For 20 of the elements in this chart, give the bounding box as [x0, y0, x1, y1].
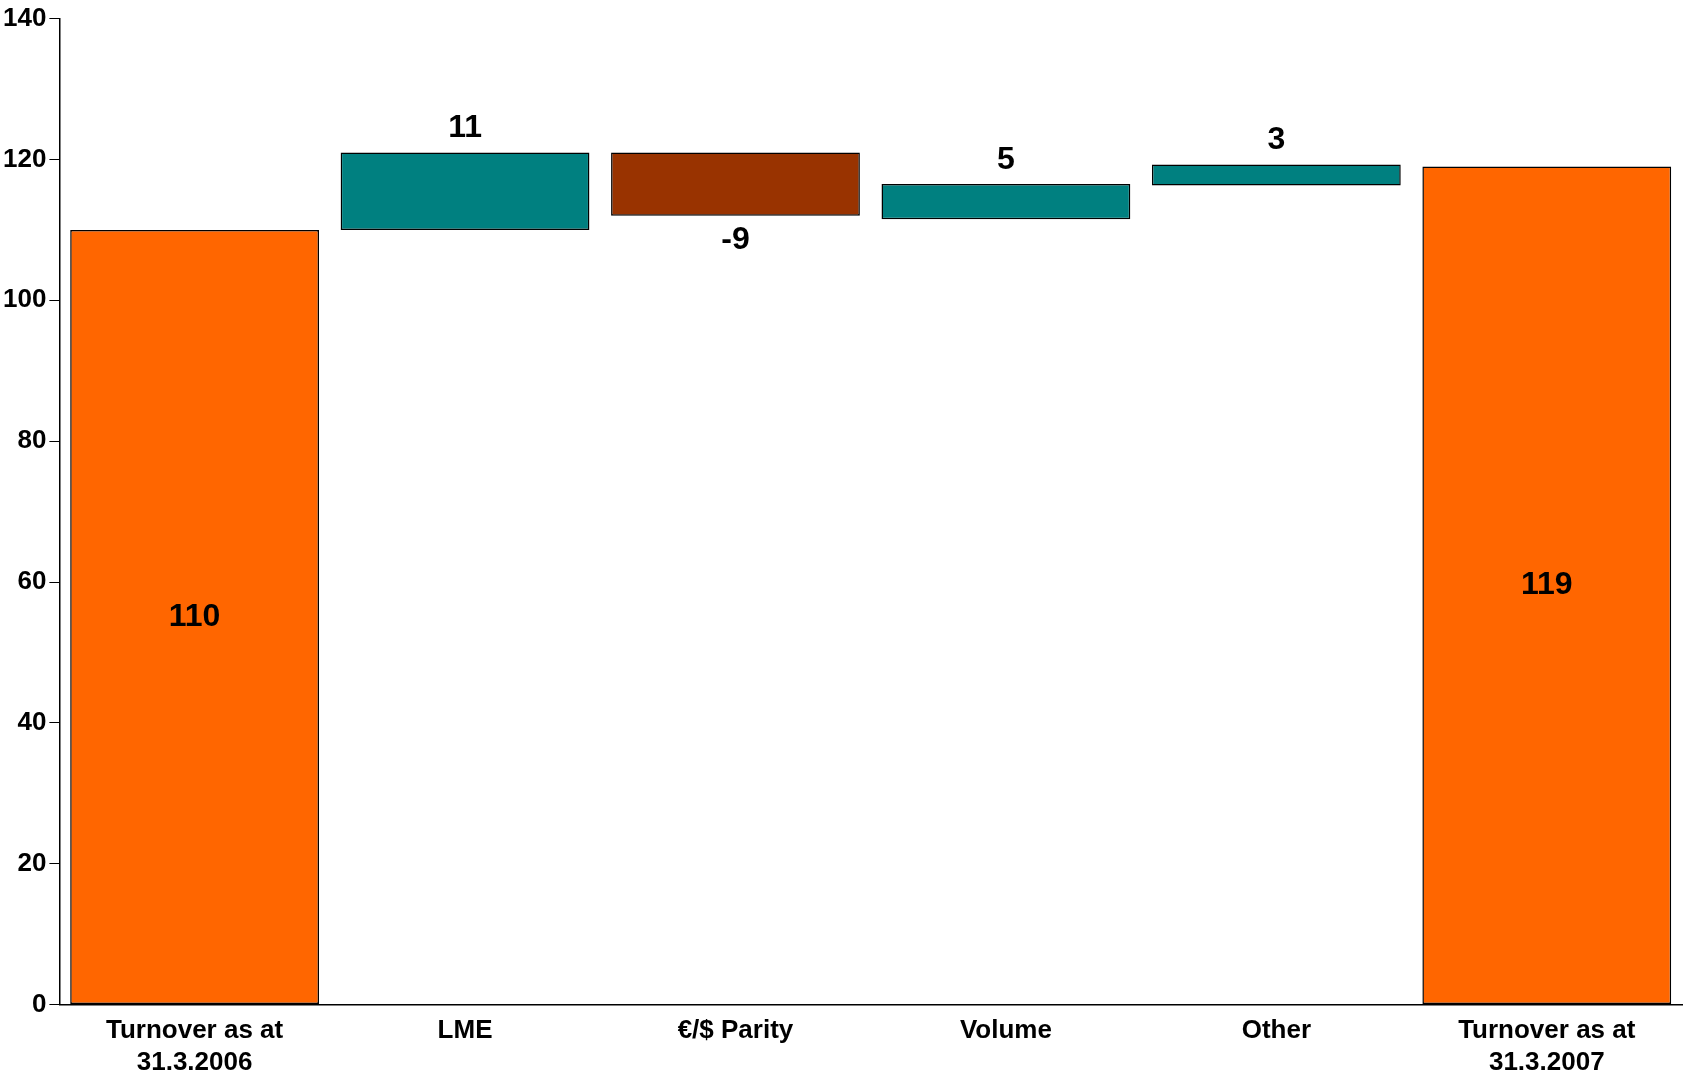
y-tick-label: 80: [17, 424, 47, 455]
x-tick-label: €/$ Parity: [677, 1014, 794, 1045]
x-tick-label: Turnover as at 31.3.2007: [1458, 1014, 1636, 1076]
x-tick-label: Volume: [959, 1014, 1052, 1045]
y-tick-label: 0: [31, 987, 47, 1018]
y-tick-label: 20: [17, 846, 47, 877]
data-label: 11: [448, 108, 482, 145]
data-label: 5: [997, 139, 1015, 176]
y-tick-label: 140: [2, 1, 47, 32]
data-label: 110: [168, 597, 221, 634]
y-tick-label: 40: [17, 706, 47, 737]
y-tick-label: 60: [17, 565, 47, 596]
x-tick-label: LME: [437, 1014, 493, 1045]
x-tick-label: Turnover as at 31.3.2006: [105, 1014, 284, 1076]
data-label: 3: [1267, 120, 1286, 157]
y-tick-label: 120: [2, 142, 47, 173]
data-label: -9: [721, 219, 750, 256]
x-tick-label: Other: [1241, 1014, 1312, 1045]
y-tick-label: 100: [2, 283, 47, 314]
data-label: 119: [1520, 565, 1573, 602]
